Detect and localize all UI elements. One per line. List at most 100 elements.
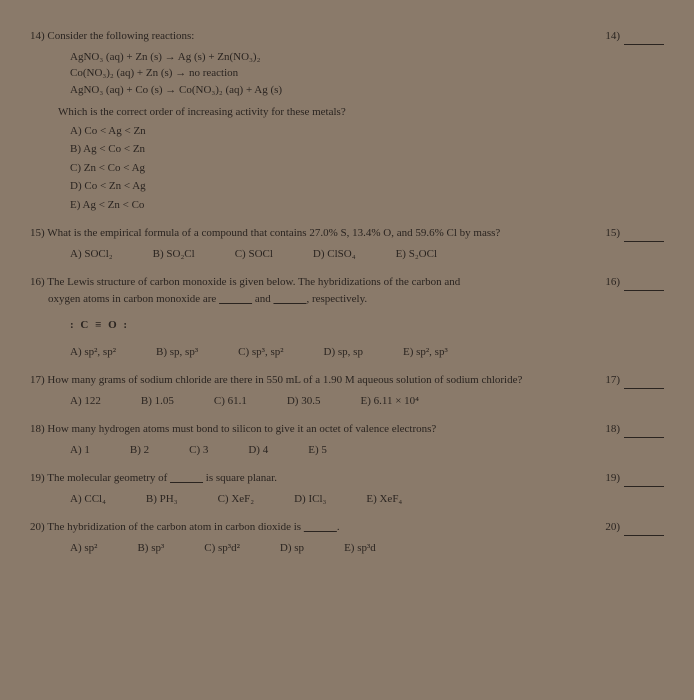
question-17-header: 17) How many grams of sodium chloride ar… [30, 372, 664, 389]
q20-num: 20) [30, 521, 45, 533]
q14-option-a: A) Co < Ag < Zn [70, 123, 664, 140]
q18-option-e: E) 5 [308, 442, 327, 459]
q16-blank2 [273, 293, 306, 305]
q20-option-d: D) sp [280, 540, 304, 557]
q17-option-a: A) 122 [70, 393, 101, 410]
q14-reactions: AgNO₃ (aq) + Zn (s) → Ag (s) + Zn(NO₃)₂ … [70, 49, 664, 99]
q19-prompt1: The molecular geometry of [47, 472, 170, 484]
q14-answer-slot: 14) [605, 28, 664, 45]
question-16-header: 16) The Lewis structure of carbon monoxi… [30, 274, 664, 307]
q19-options: A) CCl₄ B) PH₃ C) XeF₂ D) ICl₃ E) XeF₄ [70, 491, 664, 508]
q19-blank [170, 472, 203, 484]
q18-option-d: D) 4 [248, 442, 268, 459]
answer-blank [624, 525, 664, 536]
q20-answer-slot: 20) [605, 519, 664, 536]
q20-blank [304, 521, 337, 533]
q15-answer-slot: 15) [605, 225, 664, 242]
q14-r3: AgNO₃ (aq) + Co (s) → Co(NO₃)₂ (aq) + Ag… [70, 82, 664, 99]
q20-option-c: C) sp³d² [204, 540, 240, 557]
q16-option-e: E) sp², sp³ [403, 344, 448, 361]
q17-option-d: D) 30.5 [287, 393, 321, 410]
q16-num: 16) [30, 276, 45, 288]
answer-blank [624, 34, 664, 45]
q16-options: A) sp², sp² B) sp, sp³ C) sp³, sp² D) sp… [70, 344, 664, 361]
q18-options: A) 1 B) 2 C) 3 D) 4 E) 5 [70, 442, 664, 459]
q20-answer-num: 20) [605, 521, 620, 533]
answer-blank [624, 231, 664, 242]
q16-answer-slot: 16) [605, 274, 664, 307]
q14-option-d: D) Co < Zn < Ag [70, 178, 664, 195]
q14-subprompt: Which is the correct order of increasing… [58, 104, 664, 121]
q18-option-a: A) 1 [70, 442, 90, 459]
q19-prompt-line: 19) The molecular geometry of is square … [30, 470, 277, 487]
q15-answer-num: 15) [605, 227, 620, 239]
answer-blank [624, 280, 664, 291]
q16-option-b: B) sp, sp³ [156, 344, 198, 361]
q15-options: A) SOCl₂ B) SO₂Cl C) SOCl D) ClSO₄ E) S₂… [70, 246, 664, 263]
q15-option-d: D) ClSO₄ [313, 246, 356, 263]
q16-lewis: : C ≡ O : [70, 317, 664, 334]
answer-blank [624, 427, 664, 438]
q16-answer-num: 16) [605, 276, 620, 288]
q17-answer-slot: 17) [605, 372, 664, 389]
question-14-header: 14) Consider the following reactions: 14… [30, 28, 664, 45]
q19-option-c: C) XeF₂ [218, 491, 255, 508]
q17-prompt: How many grams of sodium chloride are th… [47, 374, 522, 386]
q17-num: 17) [30, 374, 45, 386]
question-18-header: 18) How many hydrogen atoms must bond to… [30, 421, 664, 438]
q16-prompt2b: and [252, 293, 273, 305]
q18-prompt: How many hydrogen atoms must bond to sil… [47, 423, 436, 435]
q14-prompt: Consider the following reactions: [47, 30, 194, 42]
q17-answer-num: 17) [605, 374, 620, 386]
q15-option-e: E) S₂OCl [396, 246, 437, 263]
question-15-header: 15) What is the empirical formula of a c… [30, 225, 664, 242]
q17-option-c: C) 61.1 [214, 393, 247, 410]
q16-prompt-line: 16) The Lewis structure of carbon monoxi… [30, 274, 460, 307]
q14-num: 14) [30, 30, 45, 42]
q14-r1: AgNO₃ (aq) + Zn (s) → Ag (s) + Zn(NO₃)₂ [70, 49, 664, 66]
question-19-header: 19) The molecular geometry of is square … [30, 470, 664, 487]
q17-prompt-line: 17) How many grams of sodium chloride ar… [30, 372, 522, 389]
q18-option-b: B) 2 [130, 442, 149, 459]
q15-prompt: What is the empirical formula of a compo… [47, 227, 500, 239]
q16-prompt2c: , respectively. [306, 293, 367, 305]
q18-option-c: C) 3 [189, 442, 208, 459]
q19-answer-slot: 19) [605, 470, 664, 487]
q20-options: A) sp² B) sp³ C) sp³d² D) sp E) sp³d [70, 540, 664, 557]
q14-option-b: B) Ag < Co < Zn [70, 141, 664, 158]
q14-option-e: E) Ag < Zn < Co [70, 197, 664, 214]
q14-option-c: C) Zn < Co < Ag [70, 160, 664, 177]
q19-num: 19) [30, 472, 45, 484]
q16-prompt1: The Lewis structure of carbon monoxide i… [47, 276, 460, 288]
q18-num: 18) [30, 423, 45, 435]
answer-blank [624, 378, 664, 389]
q20-option-e: E) sp³d [344, 540, 376, 557]
q19-answer-num: 19) [605, 472, 620, 484]
q17-option-b: B) 1.05 [141, 393, 174, 410]
q18-answer-slot: 18) [605, 421, 664, 438]
q19-option-a: A) CCl₄ [70, 491, 106, 508]
q15-option-a: A) SOCl₂ [70, 246, 113, 263]
q16-option-c: C) sp³, sp² [238, 344, 283, 361]
q15-option-b: B) SO₂Cl [153, 246, 195, 263]
q16-option-a: A) sp², sp² [70, 344, 116, 361]
q20-option-a: A) sp² [70, 540, 97, 557]
q14-r2: Co(NO₃)₂ (aq) + Zn (s) → no reaction [70, 65, 664, 82]
q14-answer-num: 14) [605, 30, 620, 42]
q14-prompt-line: 14) Consider the following reactions: [30, 28, 194, 45]
answer-blank [624, 476, 664, 487]
q16-prompt2a: oxygen atoms in carbon monoxide are [48, 293, 219, 305]
q15-prompt-line: 15) What is the empirical formula of a c… [30, 225, 500, 242]
q18-prompt-line: 18) How many hydrogen atoms must bond to… [30, 421, 436, 438]
q19-prompt2: is square planar. [203, 472, 277, 484]
q19-option-b: B) PH₃ [146, 491, 178, 508]
q17-options: A) 122 B) 1.05 C) 61.1 D) 30.5 E) 6.11 ×… [70, 393, 664, 410]
q20-prompt2: . [337, 521, 340, 533]
q16-blank1 [219, 293, 252, 305]
q20-prompt1: The hybridization of the carbon atom in … [47, 521, 304, 533]
q17-option-e: E) 6.11 × 10⁴ [360, 393, 419, 410]
q15-num: 15) [30, 227, 45, 239]
q15-option-c: C) SOCl [235, 246, 273, 263]
q18-answer-num: 18) [605, 423, 620, 435]
q20-option-b: B) sp³ [137, 540, 164, 557]
